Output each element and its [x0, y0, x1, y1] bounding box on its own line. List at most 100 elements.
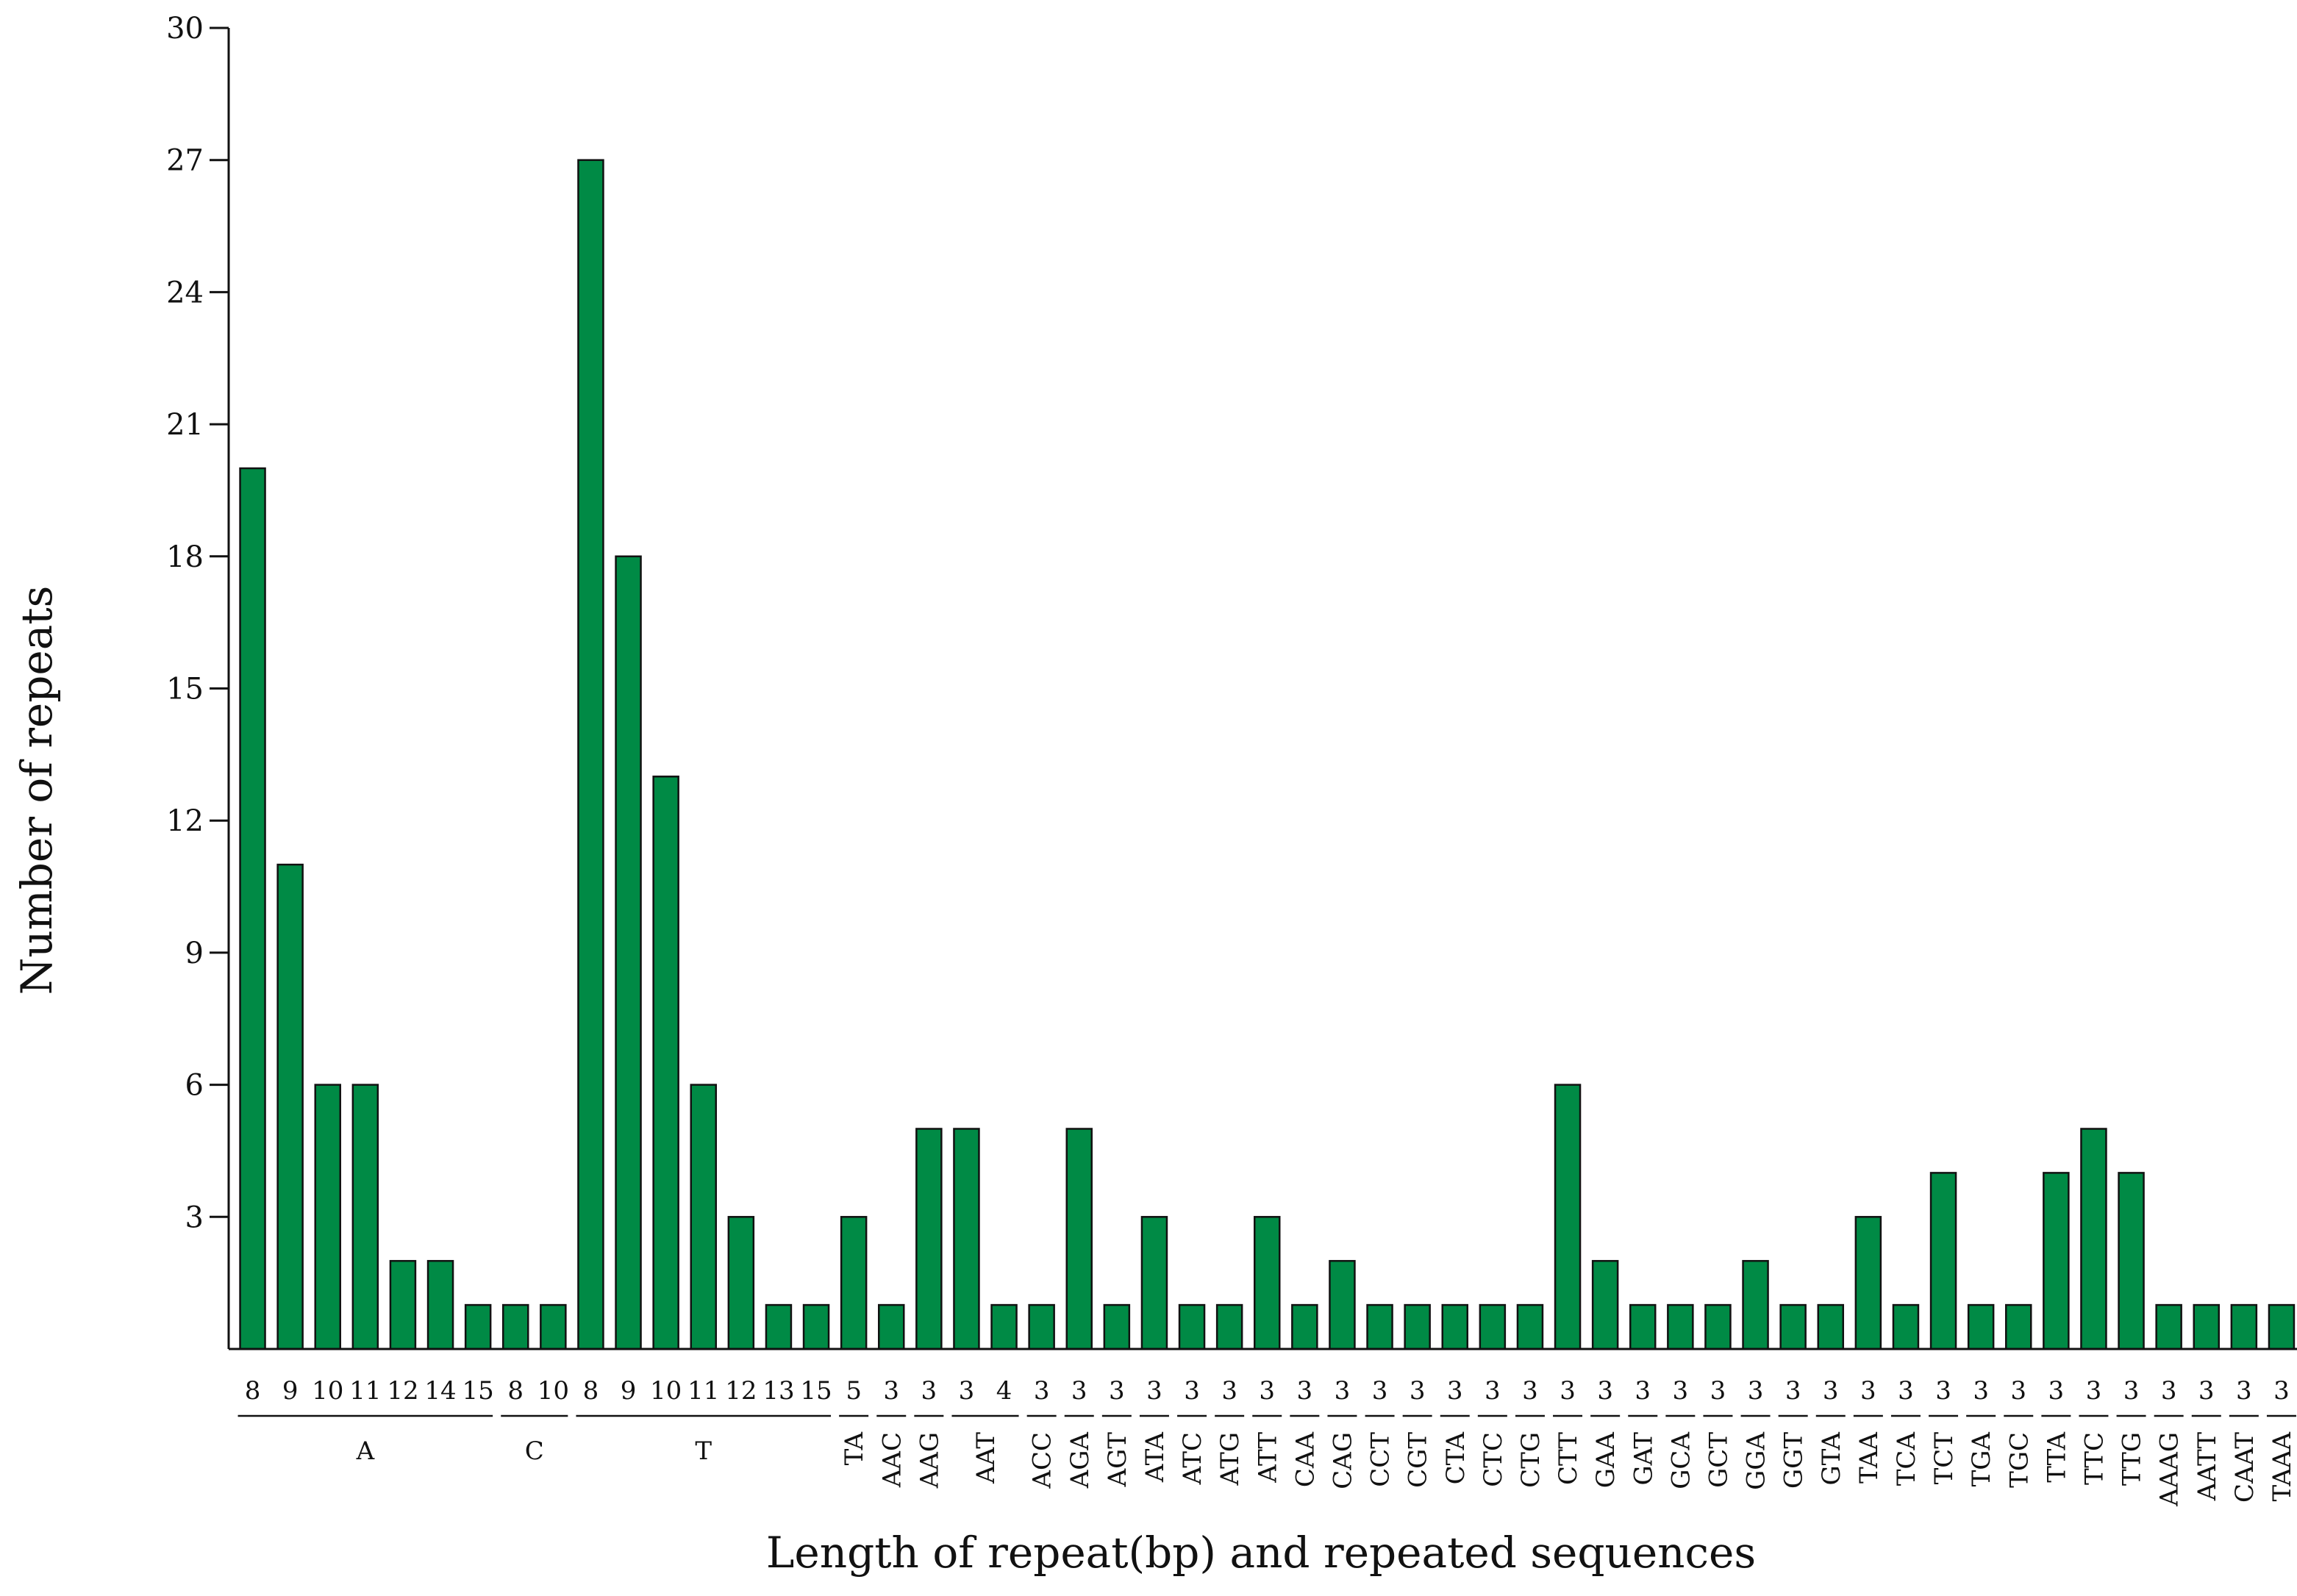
bar	[1554, 1084, 1582, 1350]
bar	[1140, 1216, 1168, 1350]
bar	[2268, 1303, 2296, 1350]
x-length-label: 12	[387, 1376, 418, 1406]
y-tick-label: 3	[185, 1200, 204, 1234]
group-label: CTA	[1441, 1432, 1471, 1485]
bar	[690, 1084, 717, 1350]
x-length-label: 3	[1109, 1376, 1125, 1406]
bar	[1929, 1172, 1957, 1350]
group-label: TGA	[1967, 1432, 1996, 1487]
bar	[1854, 1216, 1882, 1350]
bar	[2005, 1303, 2032, 1350]
bar	[2155, 1303, 2182, 1350]
x-length-label: 3	[883, 1376, 899, 1406]
group-label: CTC	[1479, 1432, 1508, 1487]
x-length-label: 3	[2236, 1376, 2252, 1406]
group-label: TAA	[1854, 1432, 1884, 1484]
x-length-label: 3	[1898, 1376, 1914, 1406]
bar	[1667, 1303, 1694, 1350]
group-label: CTT	[1554, 1432, 1583, 1485]
x-length-label: 3	[959, 1376, 975, 1406]
y-tick-label: 24	[166, 276, 204, 309]
bar	[2193, 1303, 2220, 1350]
x-length-label: 3	[1710, 1376, 1726, 1406]
bar	[540, 1303, 567, 1350]
x-length-label: 14	[424, 1376, 456, 1406]
x-length-label: 3	[1259, 1376, 1275, 1406]
group-label: C	[525, 1436, 544, 1466]
bar	[1065, 1128, 1093, 1350]
y-tick-label: 15	[166, 673, 204, 706]
x-length-label: 3	[2161, 1376, 2177, 1406]
bar	[1366, 1303, 1393, 1350]
x-length-label: 3	[921, 1376, 937, 1406]
group-label: TCT	[1929, 1432, 1959, 1485]
bar	[351, 1084, 379, 1350]
bar	[878, 1303, 905, 1350]
group-label: TGC	[2004, 1432, 2034, 1488]
bar	[2118, 1172, 2145, 1350]
group-label: AGA	[1065, 1432, 1095, 1489]
x-length-label: 3	[1410, 1376, 1426, 1406]
bar	[615, 555, 642, 1350]
group-label: CAAT	[2230, 1432, 2260, 1503]
group-label: AAT	[971, 1432, 1001, 1484]
group-label: ACC	[1028, 1432, 1057, 1489]
x-length-label: 3	[1146, 1376, 1162, 1406]
x-length-label: 3	[1184, 1376, 1200, 1406]
x-length-label: 3	[1673, 1376, 1689, 1406]
x-length-label: 3	[2198, 1376, 2215, 1406]
bar	[502, 1303, 529, 1350]
bar	[990, 1303, 1018, 1350]
x-length-label: 8	[245, 1376, 261, 1406]
y-tick-label: 30	[166, 12, 204, 46]
x-length-label: 3	[2048, 1376, 2065, 1406]
bar	[2043, 1172, 2070, 1350]
x-length-label: 5	[846, 1376, 862, 1406]
y-tick-label: 9	[185, 937, 204, 970]
x-length-label: 8	[583, 1376, 599, 1406]
bar	[1516, 1303, 1544, 1350]
x-length-label: 10	[312, 1376, 343, 1406]
bar	[840, 1216, 868, 1350]
bar	[1178, 1303, 1206, 1350]
x-length-label: 4	[996, 1376, 1012, 1406]
group-label: ATG	[1215, 1432, 1245, 1486]
group-label: TA	[840, 1432, 869, 1466]
bar	[1967, 1303, 1995, 1350]
bar	[1028, 1303, 1055, 1350]
x-length-label: 3	[1335, 1376, 1351, 1406]
bar	[1215, 1303, 1243, 1350]
group-label: CAG	[1328, 1432, 1357, 1489]
group-label: TCA	[1892, 1432, 1921, 1486]
x-length-label: 15	[462, 1376, 494, 1406]
group-label: AGT	[1103, 1432, 1132, 1488]
group-label: GAA	[1591, 1432, 1621, 1489]
x-length-label: 9	[621, 1376, 637, 1406]
bar	[915, 1128, 943, 1350]
bars	[239, 159, 2296, 1350]
x-length-label: 3	[1522, 1376, 1538, 1406]
x-axis-label: Length of repeat(bp) and repeated sequen…	[766, 1528, 1756, 1578]
group-label: TTC	[2079, 1432, 2109, 1485]
bar	[1479, 1303, 1507, 1350]
y-tick-label: 21	[166, 408, 204, 442]
x-length-label: 3	[1221, 1376, 1237, 1406]
x-length-label: 3	[1297, 1376, 1313, 1406]
group-label: A	[356, 1436, 375, 1466]
bar	[2230, 1303, 2258, 1350]
bar	[1254, 1216, 1281, 1350]
group-label: CAA	[1290, 1432, 1320, 1488]
bar	[1817, 1303, 1844, 1350]
x-length-label: 3	[1071, 1376, 1087, 1406]
group-label: TTA	[2042, 1432, 2071, 1483]
bar	[314, 1084, 341, 1350]
x-length-label: 3	[2273, 1376, 2290, 1406]
x-length-label: 3	[1597, 1376, 1613, 1406]
x-length-label: 3	[1860, 1376, 1876, 1406]
x-length-label: 3	[1635, 1376, 1651, 1406]
bar	[1629, 1303, 1657, 1350]
x-length-label: 3	[1485, 1376, 1501, 1406]
bar	[464, 1303, 492, 1350]
bar	[1742, 1259, 1769, 1350]
bar	[1591, 1259, 1619, 1350]
